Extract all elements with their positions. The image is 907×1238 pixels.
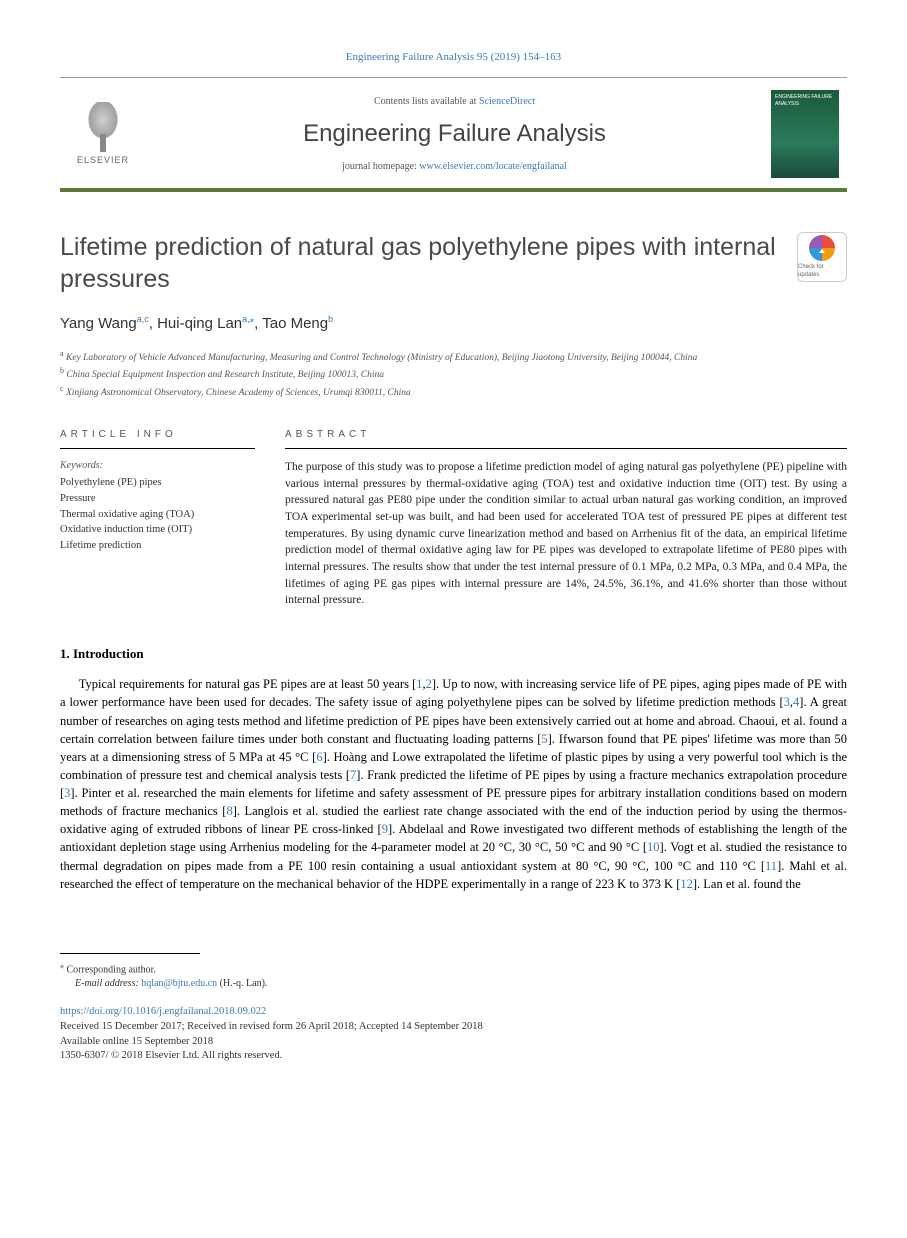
available-online-date: Available online 15 September 2018 xyxy=(60,1035,847,1050)
sciencedirect-link[interactable]: ScienceDirect xyxy=(479,96,535,107)
journal-citation: Engineering Failure Analysis 95 (2019) 1… xyxy=(60,50,847,65)
keyword-item: Thermal oxidative aging (TOA) xyxy=(60,507,255,523)
affiliation-c: c Xinjiang Astronomical Observatory, Chi… xyxy=(60,383,847,400)
check-updates-label: Check for updates xyxy=(798,263,846,280)
elsevier-tree-icon xyxy=(78,102,128,152)
check-for-updates-badge[interactable]: Check for updates xyxy=(797,232,847,282)
journal-cover-thumbnail: ENGINEERING FAILURE ANALYSIS xyxy=(771,90,839,178)
abstract-text: The purpose of this study was to propose… xyxy=(285,459,847,609)
homepage-prefix: journal homepage: xyxy=(342,161,419,172)
email-author-name: (H.-q. Lan). xyxy=(217,978,267,989)
introduction-heading: 1. Introduction xyxy=(60,645,847,663)
keyword-item: Pressure xyxy=(60,491,255,507)
affiliations-block: a Key Laboratory of Vehicle Advanced Man… xyxy=(60,348,847,400)
elsevier-logo: ELSEVIER xyxy=(68,94,138,174)
authors-line: Yang Wanga,c, Hui-qing Lana,⁎, Tao Mengb xyxy=(60,313,847,334)
journal-homepage-link[interactable]: www.elsevier.com/locate/engfailanal xyxy=(419,161,567,172)
doi-link[interactable]: https://doi.org/10.1016/j.engfailanal.20… xyxy=(60,1006,266,1017)
copyright-line: 1350-6307/ © 2018 Elsevier Ltd. All righ… xyxy=(60,1049,847,1064)
crossmark-icon xyxy=(809,235,835,261)
received-dates: Received 15 December 2017; Received in r… xyxy=(60,1020,847,1035)
abstract-label: ABSTRACT xyxy=(285,428,847,449)
affiliation-b: b China Special Equipment Inspection and… xyxy=(60,365,847,382)
contents-prefix: Contents lists available at xyxy=(374,96,479,107)
keyword-item: Polyethylene (PE) pipes xyxy=(60,475,255,491)
affiliation-a: a Key Laboratory of Vehicle Advanced Man… xyxy=(60,348,847,365)
introduction-paragraph: Typical requirements for natural gas PE … xyxy=(60,675,847,893)
keyword-item: Oxidative induction time (OIT) xyxy=(60,522,255,538)
article-title: Lifetime prediction of natural gas polye… xyxy=(60,232,785,295)
email-line: E-mail address: hqlan@bjtu.edu.cn (H.-q.… xyxy=(75,977,847,991)
journal-header: ELSEVIER Contents lists available at Sci… xyxy=(60,77,847,192)
keywords-list: Polyethylene (PE) pipes Pressure Thermal… xyxy=(60,475,255,554)
footnote-divider xyxy=(60,953,200,954)
contents-available-line: Contents lists available at ScienceDirec… xyxy=(138,95,771,109)
journal-name: Engineering Failure Analysis xyxy=(138,117,771,151)
corresponding-email-link[interactable]: hqlan@bjtu.edu.cn xyxy=(141,978,217,989)
corresponding-author-note: ⁎ Corresponding author. xyxy=(60,960,847,977)
abstract-column: ABSTRACT The purpose of this study was t… xyxy=(285,428,847,609)
publisher-name: ELSEVIER xyxy=(77,154,129,167)
article-info-label: ARTICLE INFO xyxy=(60,428,255,449)
journal-homepage-line: journal homepage: www.elsevier.com/locat… xyxy=(138,160,771,174)
email-label: E-mail address: xyxy=(75,978,141,989)
article-info-column: ARTICLE INFO Keywords: Polyethylene (PE)… xyxy=(60,428,255,609)
keywords-label: Keywords: xyxy=(60,459,255,473)
doi-line: https://doi.org/10.1016/j.engfailanal.20… xyxy=(60,1005,847,1020)
keyword-item: Lifetime prediction xyxy=(60,538,255,554)
